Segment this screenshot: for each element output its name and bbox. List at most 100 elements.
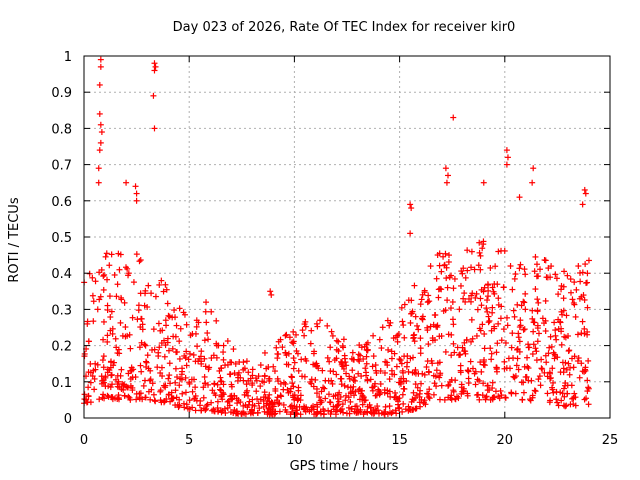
data-point [159,327,166,334]
data-point [539,315,546,322]
data-point [560,307,567,314]
data-point [235,397,242,404]
data-point [529,315,536,322]
data-point [363,341,370,348]
data-point [121,392,128,399]
data-point [114,350,121,357]
data-point [401,353,408,360]
data-point [91,375,98,382]
data-point [492,388,499,395]
data-point [181,311,188,318]
data-point [379,324,386,331]
data-point [476,377,483,384]
data-point [582,261,589,268]
data-point [130,279,137,286]
data-point [399,318,406,325]
data-point [214,398,221,405]
data-point [220,356,227,363]
data-point [290,355,297,362]
data-point [109,325,116,332]
data-point [530,328,537,335]
data-point [278,393,285,400]
data-point [312,376,319,383]
data-point [433,367,440,374]
data-point [477,266,484,273]
data-point [92,278,99,285]
x-tick-label: 10 [286,433,303,448]
data-point [395,405,402,412]
data-point [165,312,172,319]
data-point [97,63,104,70]
data-point [329,332,336,339]
data-point [339,401,346,408]
data-point [330,403,337,410]
data-point [486,317,493,324]
data-point [165,375,172,382]
data-point [411,338,418,345]
data-point [224,338,231,345]
data-point [204,330,211,337]
data-point [550,389,557,396]
data-point [338,381,345,388]
data-point [459,270,466,277]
data-point [138,368,145,375]
data-point [135,302,142,309]
data-point [293,347,300,354]
data-point [407,319,414,326]
data-point [205,336,212,343]
data-point [142,394,149,401]
axis-ticks [83,55,611,419]
data-point [418,380,425,387]
data-point [370,332,377,339]
data-point [136,344,143,351]
data-point [355,356,362,363]
data-point [275,401,282,408]
data-point [283,361,290,368]
data-point [480,380,487,387]
data-point [374,403,381,410]
data-point [263,365,270,372]
data-point [558,328,565,335]
data-point [485,287,492,294]
data-point [493,368,500,375]
data-point [114,383,121,390]
data-point [339,363,346,370]
data-point [570,300,577,307]
data-point [310,403,317,410]
data-point [151,397,158,404]
data-point [104,392,111,399]
data-point [524,363,531,370]
data-point [503,365,510,372]
data-point [346,373,353,380]
data-point [411,331,418,338]
data-point [297,392,304,399]
data-point [585,401,592,408]
data-point [452,377,459,384]
data-point [350,392,357,399]
data-point [581,186,588,193]
data-point [482,396,489,403]
data-point [521,299,528,306]
data-point [85,384,92,391]
data-point [176,355,183,362]
data-point [451,275,458,282]
data-point [294,395,301,402]
data-point [414,322,421,329]
data-point [517,317,524,324]
data-point [190,351,197,358]
data-point [166,372,173,379]
data-point [100,318,107,325]
data-point [90,367,97,374]
data-point [392,389,399,396]
data-point [295,384,302,391]
data-point [307,340,314,347]
data-point [165,347,172,354]
data-point [521,266,528,273]
data-point [360,394,367,401]
data-point [329,380,336,387]
data-point [520,379,527,386]
x-tick-label: 5 [185,433,193,448]
data-point [585,385,592,392]
data-point [436,333,443,340]
data-point [247,375,254,382]
